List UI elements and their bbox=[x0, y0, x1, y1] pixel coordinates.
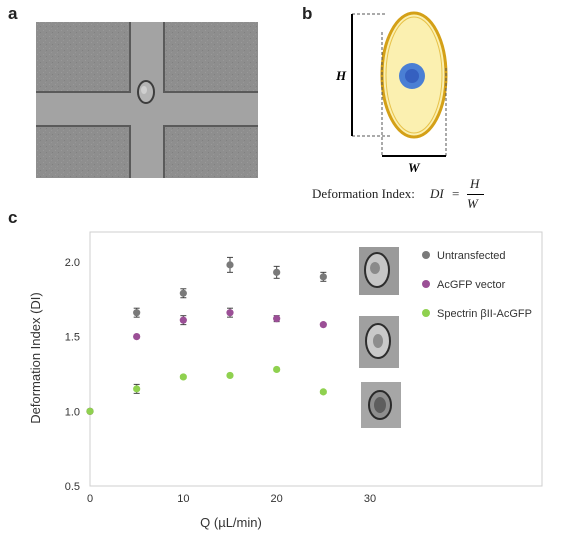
data-point bbox=[133, 309, 141, 317]
microchannel-micrograph bbox=[36, 22, 258, 178]
legend-label: Spectrin βII-AcGFP bbox=[437, 308, 532, 320]
y-tick-label: 0.5 bbox=[65, 481, 80, 493]
legend-marker bbox=[422, 251, 430, 259]
data-point bbox=[226, 371, 234, 380]
y-axis-title: Deformation Index (DI) bbox=[28, 292, 43, 424]
h-label: H bbox=[335, 68, 347, 83]
data-point bbox=[133, 332, 141, 341]
fraction-bar bbox=[467, 194, 484, 195]
x-tick-label: 30 bbox=[364, 493, 376, 505]
x-tick-label: 10 bbox=[177, 493, 189, 505]
equation-equals: = bbox=[452, 186, 460, 201]
equation-denominator: W bbox=[467, 196, 478, 211]
legend-label: Untransfected bbox=[437, 250, 505, 262]
data-point bbox=[226, 309, 234, 317]
cell-thumbnail-untransfected bbox=[359, 247, 399, 295]
data-point bbox=[319, 388, 327, 396]
legend-marker bbox=[422, 280, 430, 288]
data-point bbox=[273, 315, 281, 323]
plot-area bbox=[89, 231, 543, 487]
legend-marker bbox=[422, 309, 430, 317]
equation-prefix: Deformation Index: bbox=[312, 186, 415, 201]
x-tick-label: 20 bbox=[271, 493, 283, 505]
di-equation: Deformation Index: DI = H W bbox=[312, 176, 542, 211]
x-axis-title: Q (µL/min) bbox=[200, 515, 262, 530]
data-point bbox=[273, 268, 281, 276]
w-label: W bbox=[408, 160, 421, 175]
cell-deformation-diagram: H W bbox=[335, 11, 448, 175]
data-point bbox=[179, 289, 187, 297]
data-point bbox=[226, 261, 234, 269]
data-point bbox=[179, 316, 187, 324]
data-point bbox=[319, 273, 327, 281]
panel-label-a: a bbox=[8, 4, 18, 23]
y-tick-label: 1.0 bbox=[65, 406, 80, 418]
y-tick-label: 1.5 bbox=[65, 332, 80, 344]
y-tick-label: 2.0 bbox=[65, 257, 80, 269]
data-point bbox=[319, 321, 327, 329]
deformation-index-chart: 0.5 1.0 1.5 2.0 0 10 20 30 Deformation Index (… bbox=[28, 231, 543, 530]
data-point bbox=[179, 373, 187, 381]
x-tick-label: 0 bbox=[87, 493, 93, 505]
data-point bbox=[86, 407, 94, 415]
cell-thumbnail-spectrin bbox=[361, 382, 401, 428]
equation-numerator: H bbox=[470, 176, 480, 191]
cell-thumbnail-acgfp bbox=[359, 316, 399, 368]
panel-label-c: c bbox=[8, 208, 18, 227]
data-point bbox=[133, 385, 141, 393]
legend-label: AcGFP vector bbox=[437, 279, 506, 291]
equation-lhs: DI bbox=[430, 186, 444, 201]
data-point bbox=[273, 365, 281, 374]
panel-label-b: b bbox=[302, 4, 313, 23]
